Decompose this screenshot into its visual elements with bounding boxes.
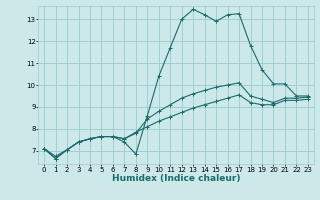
X-axis label: Humidex (Indice chaleur): Humidex (Indice chaleur) bbox=[112, 174, 240, 183]
